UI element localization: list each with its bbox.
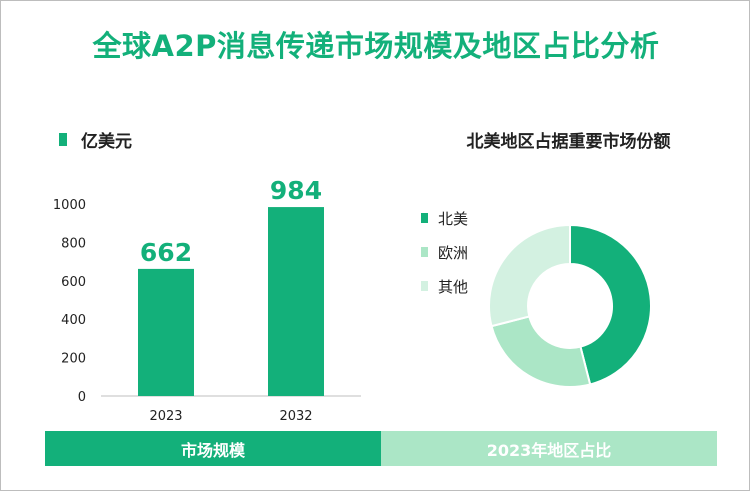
unit-legend-swatch bbox=[59, 133, 67, 146]
footer-market-size: 市场规模 bbox=[45, 431, 381, 466]
bar-data-label: 662 bbox=[140, 238, 192, 267]
pie-legend-swatch bbox=[421, 247, 428, 257]
footer-region-share: 2023年地区占比 bbox=[381, 431, 717, 466]
x-tick-label: 2032 bbox=[279, 409, 312, 424]
pie-legend-item: 其他 bbox=[421, 276, 468, 296]
pie-legend-label: 欧洲 bbox=[438, 243, 469, 262]
y-tick-label: 800 bbox=[61, 236, 86, 251]
y-tick-label: 400 bbox=[61, 313, 86, 328]
y-tick-label: 1000 bbox=[53, 198, 86, 213]
unit-legend-label: 亿美元 bbox=[81, 132, 132, 152]
page-title: 全球A2P消息传递市场规模及地区占比分析 bbox=[92, 29, 660, 63]
pie-legend: 北美 欧洲 其他 bbox=[421, 208, 468, 310]
donut-slice bbox=[490, 315, 592, 388]
y-tick-label: 200 bbox=[61, 352, 86, 367]
y-tick-label: 0 bbox=[78, 390, 86, 405]
bar-data-label: 984 bbox=[270, 176, 322, 205]
bar bbox=[268, 207, 324, 396]
pie-chart-title: 北美地区占据重要市场份额 bbox=[466, 132, 671, 152]
pie-legend-label: 其他 bbox=[438, 277, 469, 296]
x-tick-label: 2023 bbox=[149, 409, 182, 424]
pie-legend-swatch bbox=[421, 281, 428, 291]
pie-legend-item: 欧洲 bbox=[421, 242, 468, 262]
bar-chart: 0 200 400 600 800 1000 662 2023 984 2032 bbox=[53, 176, 361, 424]
y-tick-label: 600 bbox=[61, 275, 86, 290]
pie-legend-swatch bbox=[421, 213, 428, 223]
pie-legend-label: 北美 bbox=[438, 209, 469, 228]
bar bbox=[138, 268, 194, 396]
bar-unit-legend: 亿美元 bbox=[59, 127, 132, 152]
donut-chart bbox=[488, 223, 652, 388]
donut-slice bbox=[488, 223, 571, 328]
pie-legend-item: 北美 bbox=[421, 208, 468, 228]
donut-slice bbox=[569, 223, 652, 386]
